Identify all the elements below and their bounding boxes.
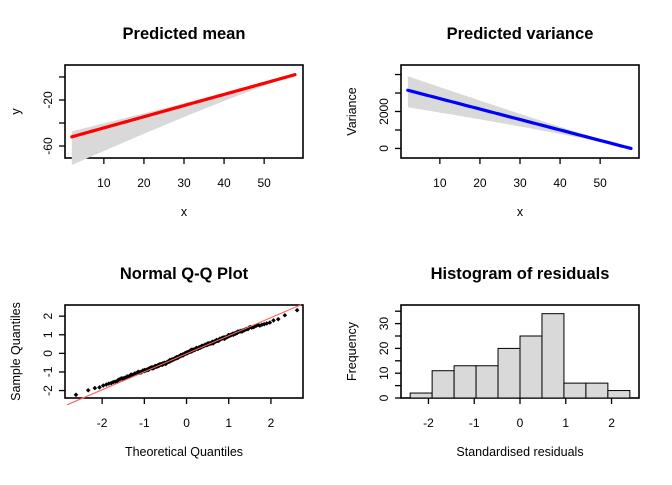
svg-text:Standardised residuals: Standardised residuals [456,445,583,459]
svg-text:Sample Quantiles: Sample Quantiles [9,302,23,401]
svg-text:30: 30 [377,317,391,331]
svg-text:0: 0 [41,350,55,357]
svg-text:1: 1 [225,416,232,430]
svg-text:Predicted variance: Predicted variance [447,25,594,43]
svg-text:Variance: Variance [345,87,359,135]
svg-text:10: 10 [97,176,111,190]
svg-text:Predicted mean: Predicted mean [123,25,246,43]
svg-text:10: 10 [433,176,447,190]
svg-text:Frequency: Frequency [345,321,359,381]
svg-text:0: 0 [377,394,391,401]
svg-text:x: x [181,205,188,219]
svg-text:-20: -20 [41,91,55,109]
svg-text:10: 10 [377,366,391,380]
svg-text:-1: -1 [469,416,480,430]
svg-text:20: 20 [377,341,391,355]
svg-text:x: x [517,205,524,219]
svg-text:2: 2 [41,313,55,320]
svg-text:0: 0 [377,145,391,152]
svg-text:1: 1 [562,416,569,430]
svg-text:y: y [9,108,23,115]
svg-text:Normal Q-Q Plot: Normal Q-Q Plot [120,265,249,283]
svg-text:1: 1 [41,331,55,338]
svg-text:Histogram of residuals: Histogram of residuals [431,265,610,283]
svg-text:30: 30 [513,176,527,190]
svg-text:-60: -60 [41,137,55,155]
svg-text:-1: -1 [139,416,150,430]
svg-text:40: 40 [217,176,231,190]
svg-text:50: 50 [593,176,607,190]
svg-text:-1: -1 [41,366,55,377]
svg-text:50: 50 [257,176,271,190]
svg-text:40: 40 [553,176,567,190]
svg-text:-2: -2 [423,416,434,430]
svg-text:-2: -2 [41,385,55,396]
svg-text:2: 2 [268,416,275,430]
svg-text:0: 0 [183,416,190,430]
svg-text:30: 30 [177,176,191,190]
svg-text:-2: -2 [97,416,108,430]
svg-text:2000: 2000 [377,98,391,125]
svg-text:0: 0 [517,416,524,430]
svg-text:20: 20 [137,176,151,190]
svg-text:2: 2 [608,416,615,430]
svg-text:20: 20 [473,176,487,190]
svg-text:Theoretical Quantiles: Theoretical Quantiles [125,445,243,459]
